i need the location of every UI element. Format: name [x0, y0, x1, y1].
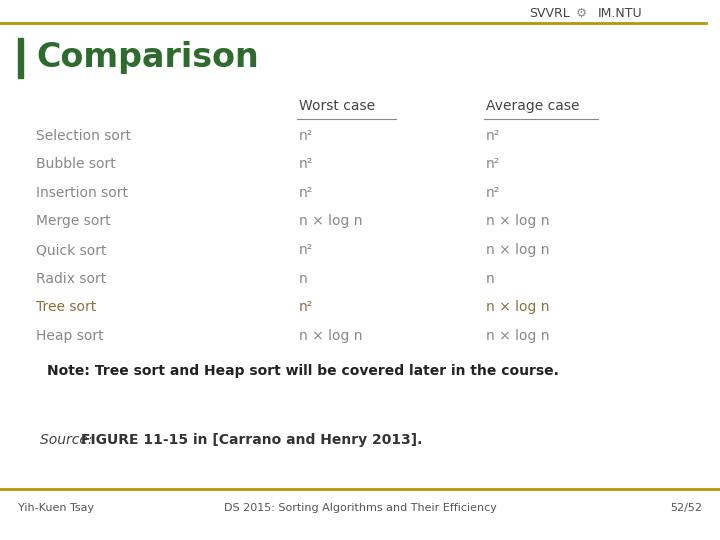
Text: DS 2015: Sorting Algorithms and Their Efficiency: DS 2015: Sorting Algorithms and Their Ef…: [224, 503, 496, 514]
Text: Selection sort: Selection sort: [36, 129, 131, 143]
Text: n²: n²: [486, 129, 500, 143]
Text: n: n: [299, 272, 307, 286]
Text: Bubble sort: Bubble sort: [36, 157, 116, 171]
Text: Radix sort: Radix sort: [36, 272, 107, 286]
Text: FIGURE 11-15 in [Carrano and Henry 2013].: FIGURE 11-15 in [Carrano and Henry 2013]…: [81, 433, 422, 447]
Text: n × log n: n × log n: [299, 214, 362, 228]
Text: ⚙: ⚙: [576, 7, 588, 20]
Text: Insertion sort: Insertion sort: [36, 186, 128, 200]
Text: n × log n: n × log n: [486, 243, 549, 257]
Text: Merge sort: Merge sort: [36, 214, 111, 228]
Text: Worst case: Worst case: [299, 99, 375, 113]
Text: Average case: Average case: [486, 99, 580, 113]
Text: n²: n²: [486, 186, 500, 200]
Text: Source:: Source:: [40, 433, 96, 447]
Text: n × log n: n × log n: [486, 329, 549, 343]
Text: n²: n²: [299, 300, 313, 314]
Text: n × log n: n × log n: [486, 214, 549, 228]
Text: Note: Tree sort and Heap sort will be covered later in the course.: Note: Tree sort and Heap sort will be co…: [47, 364, 559, 379]
Text: Tree sort: Tree sort: [36, 300, 96, 314]
Text: Quick sort: Quick sort: [36, 243, 107, 257]
Text: Yih-Kuen Tsay: Yih-Kuen Tsay: [18, 503, 94, 514]
Text: n²: n²: [299, 129, 313, 143]
Text: n: n: [486, 272, 495, 286]
Text: Heap sort: Heap sort: [36, 329, 104, 343]
Text: n²: n²: [299, 186, 313, 200]
Text: SVVRL: SVVRL: [529, 7, 570, 20]
Text: n²: n²: [299, 243, 313, 257]
Text: n × log n: n × log n: [299, 329, 362, 343]
Text: Comparison: Comparison: [36, 41, 258, 75]
Text: 52/52: 52/52: [670, 503, 702, 514]
Text: IM.NTU: IM.NTU: [598, 7, 642, 20]
Text: n × log n: n × log n: [486, 300, 549, 314]
Text: n²: n²: [299, 157, 313, 171]
Text: n²: n²: [486, 157, 500, 171]
